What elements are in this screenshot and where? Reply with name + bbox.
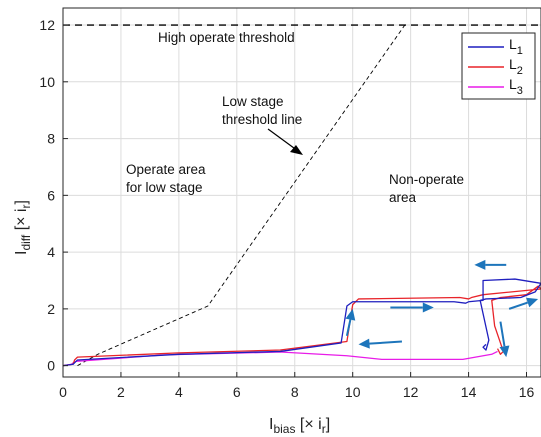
direction-arrow-shaft — [345, 319, 352, 337]
direction-arrow-head — [422, 302, 434, 313]
annotations: High operate threshold Low stage thresho… — [126, 30, 464, 205]
x-tick-label: 10 — [345, 384, 361, 400]
operate-area-label-line1: Operate area — [126, 162, 206, 177]
low-stage-label-line2: threshold line — [222, 112, 302, 127]
series-line-l2 — [62, 285, 541, 367]
direction-arrow-head — [499, 345, 510, 358]
direction-arrow — [358, 338, 403, 349]
x-tick-label: 6 — [233, 384, 241, 400]
threshold-lines — [63, 24, 541, 367]
direction-arrow-head — [474, 259, 486, 270]
y-tick-label: 12 — [39, 17, 55, 33]
x-tick-label: 8 — [291, 384, 299, 400]
operate-area-label-line2: for low stage — [126, 180, 203, 195]
legend-box — [461, 32, 536, 100]
direction-arrow — [508, 297, 539, 310]
axis-titles: Ibias [× ir] Idiff [× ir] — [13, 200, 330, 436]
y-tick-label: 0 — [47, 358, 55, 374]
plot-background — [63, 8, 541, 377]
high-threshold-label: High operate threshold — [158, 30, 295, 45]
direction-arrow-shaft — [369, 340, 403, 345]
low-stage-label-line1: Low stage — [222, 94, 284, 109]
y-tick-label: 4 — [47, 244, 55, 260]
direction-arrow-head — [358, 338, 370, 349]
legend-label-1: L1 — [509, 36, 523, 57]
direction-arrow-shaft — [508, 301, 529, 310]
legend-label-2: L2 — [509, 56, 523, 77]
ticks: 0 2 4 6 8 10 12 14 16 0 2 4 6 8 10 12 — [39, 17, 534, 400]
y-tick-label: 8 — [47, 131, 55, 147]
x-tick-label: 2 — [117, 384, 125, 400]
plot-frame — [62, 7, 541, 378]
non-operate-label-line2: area — [389, 190, 417, 205]
x-tick-label: 16 — [519, 384, 535, 400]
arrows-layer — [345, 259, 539, 358]
y-tick-label: 10 — [39, 74, 55, 90]
series-line-l1 — [62, 278, 541, 367]
series-layer — [62, 278, 541, 367]
direction-arrow-shaft — [499, 321, 506, 347]
non-operate-label-line1: Non-operate — [389, 172, 464, 187]
x-tick-label: 4 — [175, 384, 183, 400]
x-tick-label: 0 — [59, 384, 67, 400]
y-axis-title: Idiff [× ir] — [13, 200, 33, 255]
low-stage-pointer-arrow — [267, 128, 303, 155]
y-tick-label: 6 — [47, 187, 55, 203]
direction-arrow — [390, 302, 434, 313]
x-tick-label: 14 — [461, 384, 477, 400]
direction-arrow-head — [345, 308, 356, 321]
y-tick-label: 2 — [47, 301, 55, 317]
x-axis-title: Ibias [× ir] — [269, 416, 330, 436]
x-tick-label: 12 — [403, 384, 419, 400]
direction-arrow — [499, 321, 510, 358]
direction-arrow-head — [526, 297, 539, 308]
direction-arrow — [474, 259, 507, 270]
direction-arrow — [345, 308, 356, 337]
legend-label-3: L3 — [509, 76, 523, 97]
low-stage-threshold-line — [77, 24, 406, 367]
